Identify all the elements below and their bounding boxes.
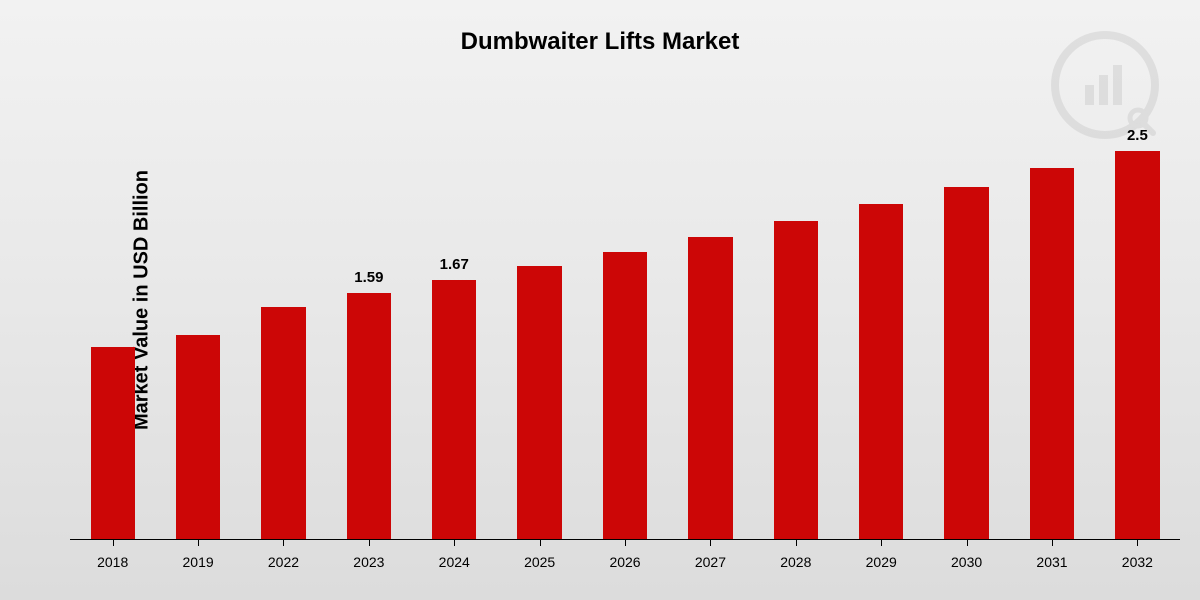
bar xyxy=(261,307,305,540)
bar xyxy=(859,204,903,540)
bar xyxy=(774,221,818,540)
bars-container: 2018201920221.5920231.672024202520262027… xyxy=(70,120,1180,540)
bar-slot: 2026 xyxy=(582,120,667,540)
x-tick-label: 2018 xyxy=(97,540,128,570)
x-tick-label: 2030 xyxy=(951,540,982,570)
bar-slot: 2025 xyxy=(497,120,582,540)
x-tick-label: 2024 xyxy=(439,540,470,570)
bar xyxy=(944,187,988,540)
bar-value-label: 1.59 xyxy=(354,269,383,287)
bar xyxy=(91,347,135,540)
bar xyxy=(1030,168,1074,540)
bar xyxy=(432,280,476,540)
x-tick-label: 2031 xyxy=(1036,540,1067,570)
x-tick-label: 2028 xyxy=(780,540,811,570)
bar-value-label: 1.67 xyxy=(440,256,469,274)
bar-slot: 1.672024 xyxy=(412,120,497,540)
chart-title: Dumbwaiter Lifts Market xyxy=(0,28,1200,56)
x-tick-label: 2023 xyxy=(353,540,384,570)
x-tick-label: 2022 xyxy=(268,540,299,570)
bar-slot: 2022 xyxy=(241,120,326,540)
plot-area: 2018201920221.5920231.672024202520262027… xyxy=(70,120,1180,540)
x-tick-label: 2019 xyxy=(183,540,214,570)
bar xyxy=(517,266,561,540)
bar-slot: 2018 xyxy=(70,120,155,540)
x-tick-label: 2029 xyxy=(866,540,897,570)
x-tick-label: 2032 xyxy=(1122,540,1153,570)
bar xyxy=(176,335,220,540)
bar xyxy=(688,237,732,540)
bar-slot: 1.592023 xyxy=(326,120,411,540)
bar-slot: 2028 xyxy=(753,120,838,540)
x-tick-label: 2025 xyxy=(524,540,555,570)
bar-slot: 2019 xyxy=(155,120,240,540)
bar-slot: 2030 xyxy=(924,120,1009,540)
bar-slot: 2031 xyxy=(1009,120,1094,540)
bar-slot: 2.52032 xyxy=(1095,120,1180,540)
bar xyxy=(1115,151,1159,540)
bar-slot: 2027 xyxy=(668,120,753,540)
bar xyxy=(603,252,647,540)
x-tick-label: 2026 xyxy=(609,540,640,570)
bar xyxy=(347,293,391,540)
x-axis-line xyxy=(70,539,1180,540)
bar-value-label: 2.5 xyxy=(1127,127,1148,145)
x-tick-label: 2027 xyxy=(695,540,726,570)
bar-slot: 2029 xyxy=(839,120,924,540)
